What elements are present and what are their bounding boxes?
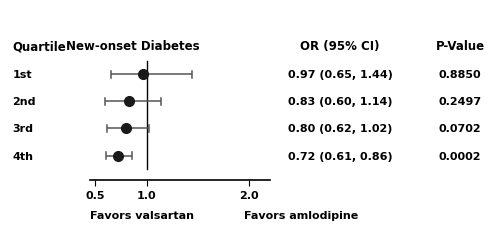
Text: 0.0002: 0.0002 bbox=[439, 151, 481, 161]
Text: 0.2497: 0.2497 bbox=[438, 97, 482, 107]
Text: 0.72 (0.61, 0.86): 0.72 (0.61, 0.86) bbox=[288, 151, 393, 161]
Text: New-onset Diabetes: New-onset Diabetes bbox=[66, 40, 200, 53]
Text: Quartile: Quartile bbox=[12, 40, 66, 53]
Text: 3rd: 3rd bbox=[12, 124, 34, 134]
Text: Favors valsartan: Favors valsartan bbox=[90, 210, 194, 220]
Text: 0.80 (0.62, 1.02): 0.80 (0.62, 1.02) bbox=[288, 124, 392, 134]
Text: 0.83 (0.60, 1.14): 0.83 (0.60, 1.14) bbox=[288, 97, 392, 107]
Text: 0.0702: 0.0702 bbox=[438, 124, 482, 134]
Text: Favors amlodipine: Favors amlodipine bbox=[244, 210, 358, 220]
Text: P-Value: P-Value bbox=[436, 40, 484, 53]
Text: 0.8850: 0.8850 bbox=[438, 70, 482, 80]
Text: 2nd: 2nd bbox=[12, 97, 36, 107]
Text: OR (95% CI): OR (95% CI) bbox=[300, 40, 380, 53]
Text: 0.97 (0.65, 1.44): 0.97 (0.65, 1.44) bbox=[288, 70, 393, 80]
Text: 1st: 1st bbox=[12, 70, 32, 80]
Text: 4th: 4th bbox=[12, 151, 34, 161]
